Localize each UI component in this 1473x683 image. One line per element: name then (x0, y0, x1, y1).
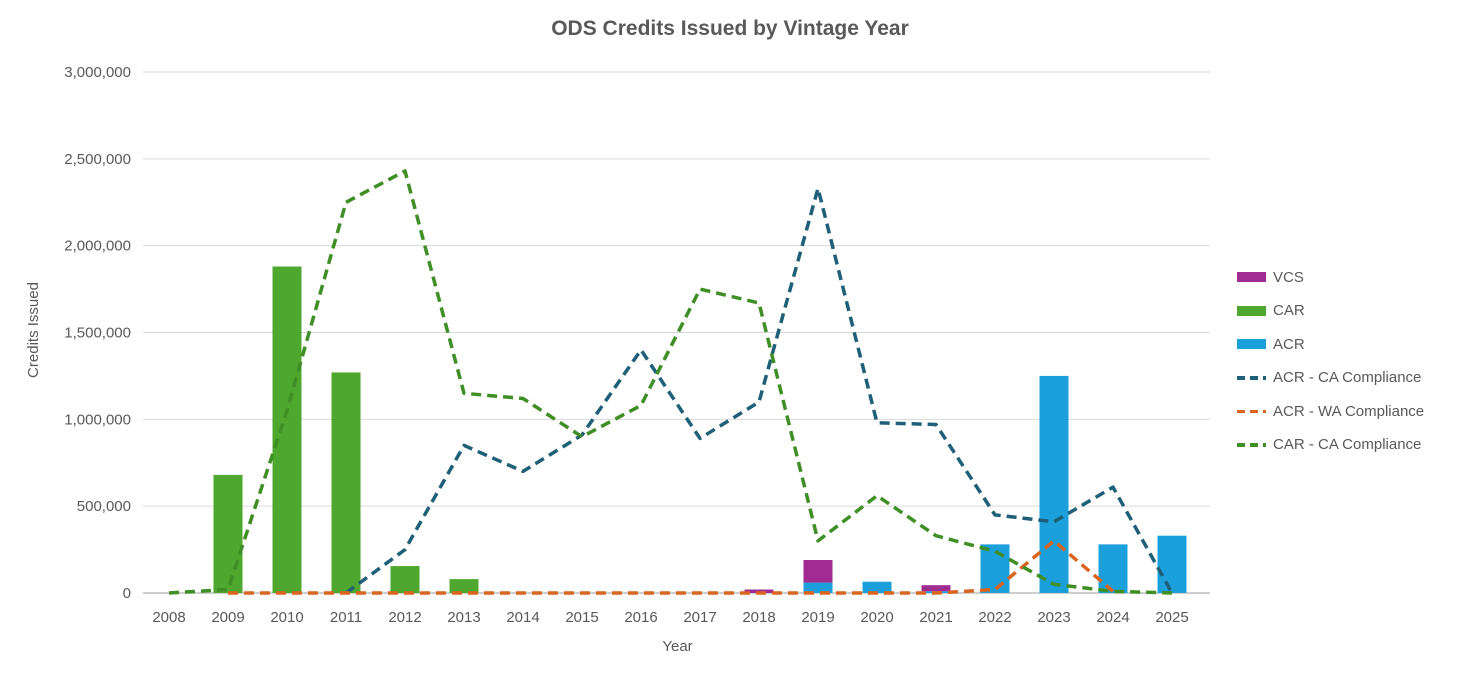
bar-car-2011 (331, 372, 361, 593)
legend-item-car-ca-compliance: CAR - CA Compliance (1237, 435, 1467, 456)
bar-acr-2024 (1098, 544, 1128, 593)
chart-title: ODS Credits Issued by Vintage Year (551, 17, 909, 40)
x-tick-label: 2023 (1037, 609, 1070, 626)
line-car-ca-compliance (168, 169, 1173, 595)
legend-dash-swatch-icon (1237, 376, 1266, 380)
legend-dash-swatch-icon (1237, 443, 1266, 447)
y-tick-label: 1,500,000 (64, 325, 131, 342)
legend-label: ACR - CA Compliance (1273, 369, 1422, 387)
x-tick-label: 2011 (330, 609, 362, 626)
x-axis-title: Year (662, 638, 693, 655)
x-tick-label: 2020 (860, 609, 893, 626)
legend-item-acr-wa-compliance: ACR - WA Compliance (1237, 401, 1467, 422)
y-tick-label: 3,000,000 (64, 64, 131, 81)
x-tick-label: 2016 (624, 609, 657, 626)
legend: VCS CAR ACR ACR - CA Compliance ACR - WA Com… (1237, 267, 1467, 468)
legend-label: CAR (1273, 302, 1305, 320)
y-tick-label: 500,000 (77, 498, 131, 515)
x-tick-label: 2012 (388, 609, 421, 626)
legend-label: VCS (1273, 268, 1304, 286)
x-tick-label: 2019 (801, 609, 834, 626)
line-acr-wa-compliance (228, 539, 1115, 595)
y-tick-label: 0 (123, 585, 131, 602)
y-tick-label: 2,000,000 (64, 238, 131, 255)
legend-bar-swatch-icon (1237, 339, 1266, 350)
y-axis-title: Credits Issued (25, 282, 42, 378)
x-tick-label: 2021 (919, 609, 952, 626)
legend-item-acr: ACR (1237, 334, 1467, 355)
bar-car-2009 (213, 474, 243, 593)
legend-label: CAR - CA Compliance (1273, 436, 1422, 454)
legend-label: ACR (1273, 335, 1305, 353)
legend-dash-swatch-icon (1237, 409, 1266, 413)
bar-vcs-2021 (921, 585, 951, 592)
x-tick-label: 2018 (742, 609, 775, 626)
x-tick-label: 2009 (211, 609, 244, 626)
x-tick-label: 2017 (683, 609, 716, 626)
bar-acr-2019 (803, 582, 833, 593)
x-tick-label: 2025 (1155, 609, 1188, 626)
x-tick-label: 2015 (565, 609, 598, 626)
x-tick-label: 2013 (447, 609, 480, 626)
bar-car-2012 (390, 566, 420, 593)
y-tick-label: 2,500,000 (64, 151, 131, 168)
legend-item-car: CAR (1237, 301, 1467, 322)
x-tick-label: 2008 (152, 609, 185, 626)
bar-acr-2020 (862, 581, 892, 593)
bar-car-2010 (272, 266, 302, 593)
bar-vcs-2019 (803, 560, 833, 583)
bar-acr-2023 (1039, 375, 1069, 593)
x-tick-label: 2010 (270, 609, 303, 626)
legend-item-acr-ca-compliance: ACR - CA Compliance (1237, 368, 1467, 389)
bar-acr-2025 (1157, 535, 1187, 593)
x-tick-label: 2014 (506, 609, 539, 626)
bar-car-2013 (449, 579, 479, 593)
line-acr-ca-compliance (344, 186, 1174, 595)
legend-item-vcs: VCS (1237, 267, 1467, 288)
legend-label: ACR - WA Compliance (1273, 402, 1425, 420)
x-tick-label: 2024 (1096, 609, 1129, 626)
y-tick-label: 1,000,000 (64, 411, 131, 428)
legend-bar-swatch-icon (1237, 272, 1266, 283)
legend-bar-swatch-icon (1237, 305, 1266, 316)
x-tick-label: 2022 (978, 609, 1011, 626)
